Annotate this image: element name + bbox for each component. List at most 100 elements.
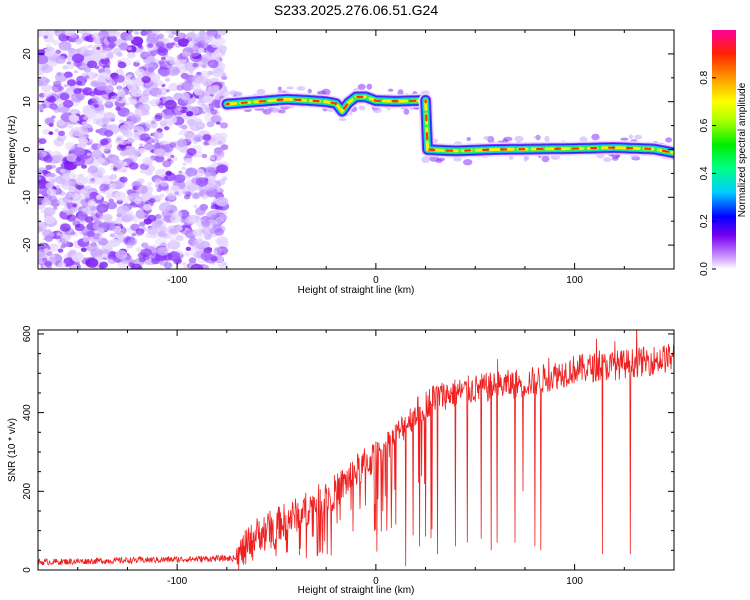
ridge-halo-speck: [463, 159, 473, 166]
noise-speck: [41, 198, 51, 206]
noise-speck: [126, 46, 132, 51]
noise-speck: [101, 175, 113, 184]
snr-y-tick-label: 200: [22, 483, 33, 500]
noise-speck: [38, 179, 48, 189]
noise-speck: [60, 237, 68, 243]
noise-speck: [155, 180, 160, 185]
noise-speck: [210, 156, 216, 161]
noise-speck: [147, 66, 155, 73]
noise-speck: [100, 220, 114, 231]
noise-speck: [170, 154, 175, 159]
noise-speck: [59, 92, 70, 101]
ridge-halo-speck: [483, 135, 493, 141]
noise-speck: [203, 35, 215, 44]
noise-speck: [211, 261, 216, 265]
ridge-segment: [418, 93, 674, 166]
ridge-halo-speck: [437, 157, 446, 162]
noise-speck: [212, 68, 225, 78]
noise-speck: [83, 66, 92, 73]
spectrogram-x-tick-label: 100: [566, 275, 583, 286]
noise-speck: [43, 47, 55, 57]
ridge-halo-speck: [544, 135, 550, 143]
noise-speck: [106, 34, 117, 43]
noise-speck: [201, 220, 211, 228]
noise-speck: [119, 125, 129, 132]
noise-speck: [72, 203, 77, 208]
noise-speck: [131, 88, 142, 97]
noise-speck: [137, 266, 143, 269]
colorbar-gradient: [712, 30, 736, 269]
noise-speck: [201, 31, 207, 36]
noise-speck: [107, 80, 116, 87]
noise-speck: [38, 104, 44, 110]
noise-speck: [177, 107, 183, 111]
noise-speck: [76, 176, 88, 186]
noise-speck: [190, 263, 204, 269]
noise-speck: [66, 63, 75, 70]
ridge-halo-speck: [372, 107, 382, 114]
noise-speck: [99, 235, 103, 239]
noise-speck: [45, 164, 53, 170]
noise-speck: [93, 103, 99, 108]
noise-speck: [73, 60, 82, 67]
noise-speck: [163, 215, 173, 223]
noise-speck: [200, 63, 208, 69]
ridge-halo-speck: [634, 134, 643, 140]
ridge-halo-speck: [541, 155, 550, 163]
noise-speck: [148, 198, 156, 204]
noise-speck: [193, 136, 201, 142]
noise-speck: [183, 191, 188, 195]
noise-speck: [192, 204, 198, 209]
noise-speck: [114, 74, 125, 83]
noise-speck: [64, 142, 76, 151]
noise-speck: [191, 192, 201, 200]
ridge-halo-speck: [296, 86, 306, 91]
noise-speck: [44, 117, 55, 126]
noise-speck: [168, 82, 180, 92]
noise-speck: [141, 76, 151, 84]
ridge-halo-speck: [387, 88, 394, 92]
noise-speck: [155, 41, 165, 49]
noise-speck: [181, 124, 188, 130]
noise-speck: [59, 168, 66, 173]
noise-speck: [200, 251, 213, 261]
noise-speck: [159, 193, 165, 198]
noise-speck: [92, 37, 101, 44]
noise-speck: [85, 258, 99, 268]
noise-speck: [197, 40, 209, 50]
noise-speck: [193, 140, 198, 145]
noise-region: [38, 30, 230, 269]
noise-speck: [70, 231, 76, 236]
noise-speck: [216, 157, 221, 161]
noise-speck: [213, 148, 225, 157]
noise-speck: [41, 84, 52, 93]
noise-speck: [187, 160, 193, 165]
noise-speck: [96, 157, 106, 164]
noise-speck: [86, 60, 98, 69]
noise-speck: [88, 147, 93, 152]
noise-speck: [152, 130, 164, 140]
noise-speck: [176, 139, 188, 148]
noise-speck: [133, 129, 138, 133]
noise-speck: [125, 111, 135, 119]
noise-speck: [167, 225, 180, 235]
noise-speck: [166, 30, 173, 34]
noise-speck: [203, 134, 212, 141]
noise-speck: [126, 189, 133, 195]
noise-speck: [115, 106, 121, 111]
spectrogram-y-tick-label: 10: [22, 96, 33, 108]
noise-speck: [179, 129, 188, 136]
noise-speck: [117, 61, 127, 69]
noise-speck: [171, 185, 180, 192]
noise-speck: [104, 129, 114, 137]
noise-speck: [162, 143, 174, 153]
noise-speck: [184, 216, 195, 225]
noise-speck: [58, 130, 65, 136]
noise-speck: [194, 151, 204, 158]
noise-speck: [54, 128, 59, 132]
noise-speck: [154, 148, 166, 157]
ridge-halo-speck: [466, 137, 472, 141]
ridge-halo-speck: [665, 137, 672, 143]
noise-speck: [185, 167, 198, 177]
noise-speck: [209, 228, 216, 234]
